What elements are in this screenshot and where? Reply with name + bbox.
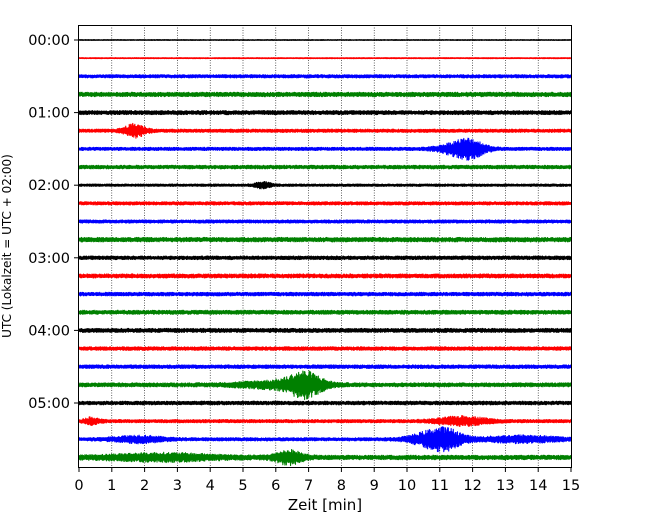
- x-tick-label: 11: [431, 478, 449, 494]
- y-axis: 00:00 01:00 02:00 03:00 04:00 05:00: [28, 33, 79, 412]
- x-tick-label: 6: [271, 478, 280, 494]
- y-tick-label: 01:00: [28, 106, 70, 122]
- x-tick-label: 3: [173, 478, 182, 494]
- trace-line: [78, 137, 572, 161]
- x-tick-label: 14: [529, 478, 547, 494]
- y-tick-label: 02:00: [28, 178, 70, 194]
- plot-frame: [78, 25, 572, 468]
- trace-line: [78, 327, 572, 333]
- trace-line: [78, 273, 572, 279]
- trace-line: [78, 415, 572, 427]
- y-tick-label: 04:00: [28, 323, 70, 339]
- trace-line: [78, 110, 572, 116]
- x-tick-label: 4: [206, 478, 215, 494]
- trace-line: [78, 346, 572, 351]
- y-tick-label: 00:00: [28, 33, 70, 49]
- trace-line: [78, 219, 572, 224]
- trace-line: [78, 164, 572, 170]
- trace-line: [78, 370, 572, 401]
- x-tick-label: 15: [562, 478, 580, 494]
- trace-line: [78, 57, 572, 60]
- y-tick-label: 05:00: [28, 396, 70, 412]
- y-axis-label: UTC (Lokalzeit = UTC + 02:00): [0, 154, 14, 338]
- x-tick-label: 9: [370, 478, 379, 494]
- trace-line: [78, 400, 572, 406]
- x-tick-label: 5: [238, 478, 247, 494]
- x-axis: 0 1 2 3 4 5 6 7 8 9 10 11 12 13 14 15: [74, 467, 580, 494]
- x-axis-label: Zeit [min]: [288, 496, 362, 514]
- trace-line: [78, 255, 572, 261]
- trace-line: [78, 39, 572, 41]
- trace-line: [78, 309, 572, 315]
- x-tick-label: 8: [337, 478, 346, 494]
- trace-line: [78, 74, 572, 79]
- trace-line: [78, 236, 572, 243]
- trace-line: [78, 91, 572, 98]
- trace-line: [78, 122, 572, 139]
- trace-line: [78, 201, 572, 206]
- x-tick-label: 13: [496, 478, 514, 494]
- x-tick-label: 10: [398, 478, 416, 494]
- x-tick-label: 1: [107, 478, 116, 494]
- x-tick-label: 7: [304, 478, 313, 494]
- trace-line: [78, 448, 572, 467]
- trace-line: [78, 426, 572, 453]
- trace-line: [78, 364, 572, 370]
- x-tick-label: 2: [140, 478, 149, 494]
- traces: [78, 39, 572, 467]
- x-tick-label: 12: [463, 478, 481, 494]
- trace-line: [78, 291, 572, 297]
- trace-line: [78, 180, 572, 190]
- grid-lines: [111, 25, 539, 467]
- x-tick-label: 0: [74, 478, 83, 494]
- y-tick-label: 03:00: [28, 251, 70, 267]
